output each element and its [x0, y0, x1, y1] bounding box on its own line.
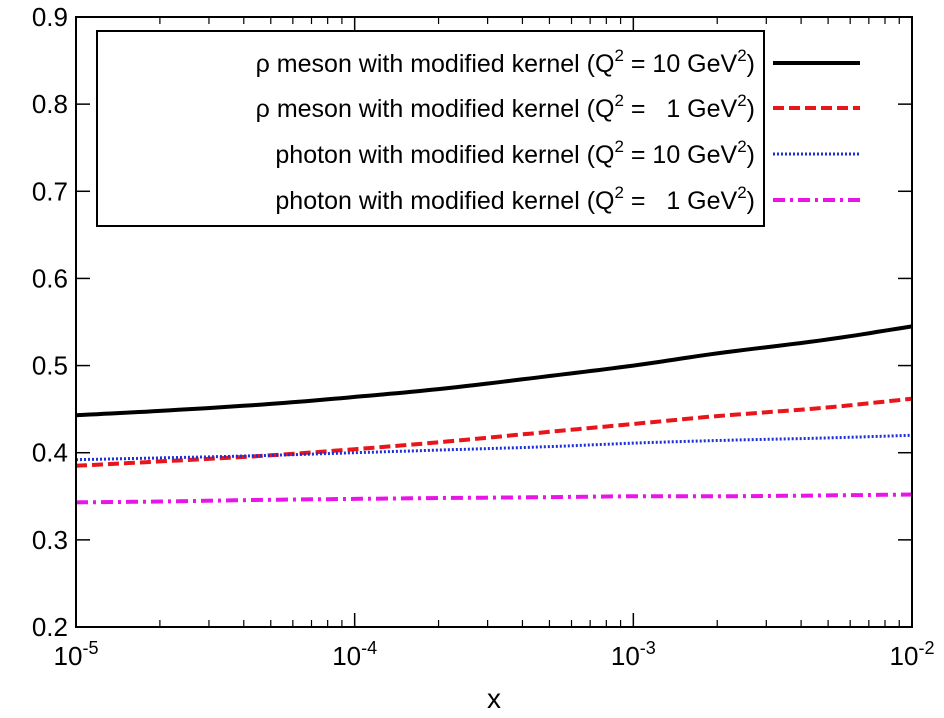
y-tick-label: 0.6: [32, 263, 68, 293]
legend-superscript: 2: [737, 91, 746, 110]
x-tick-label: 10-4: [332, 638, 377, 671]
x-tick-base: 10: [54, 641, 83, 671]
legend-label: photon with modified kernel (Q2 = 10 GeV…: [275, 137, 755, 169]
x-axis-title: x: [487, 683, 501, 714]
x-tick-base: 10: [890, 641, 919, 671]
legend-box: [96, 30, 765, 227]
legend-superscript: 2: [614, 46, 623, 65]
legend-text: = 1 GeV: [624, 95, 738, 123]
legend-item-4: photon with modified kernel (Q2 = 1 GeV2…: [275, 183, 860, 215]
x-tick-base: 10: [332, 641, 361, 671]
legend-text: = 1 GeV: [624, 187, 738, 215]
series-layer: [75, 324, 913, 505]
x-tick-label: 10-5: [54, 638, 99, 671]
y-tick-label: 0.2: [32, 612, 68, 642]
series-line-2: [75, 396, 913, 468]
legend-text: ): [747, 95, 755, 123]
legend-superscript: 2: [737, 183, 746, 202]
legend-text: ): [747, 50, 755, 78]
labels-layer: 0.20.30.40.50.60.70.80.910-5 10-4 10-3 10-2: [32, 2, 935, 671]
series-line-1: [75, 324, 913, 418]
x-tick-exponent: -4: [361, 638, 377, 658]
legend-text: = 10 GeV: [624, 141, 738, 169]
y-tick-label: 0.4: [32, 438, 68, 468]
legend-superscript: 2: [737, 137, 746, 156]
legend: ρ meson with modified kernel (Q2 = 10 Ge…: [96, 30, 860, 227]
series-line-4: [75, 492, 913, 505]
legend-label: ρ meson with modified kernel (Q2 = 1 GeV…: [256, 91, 755, 123]
y-tick-label: 0.5: [32, 351, 68, 381]
x-tick-label: 10-3: [611, 638, 656, 671]
x-tick-exponent: -2: [918, 638, 934, 658]
legend-superscript: 2: [614, 91, 623, 110]
y-tick-label: 0.8: [32, 89, 68, 119]
legend-text: ρ meson with modified kernel (Q: [256, 95, 615, 123]
legend-text: = 10 GeV: [624, 50, 738, 78]
legend-item-1: ρ meson with modified kernel (Q2 = 10 Ge…: [256, 46, 860, 78]
legend-item-3: photon with modified kernel (Q2 = 10 GeV…: [275, 137, 860, 169]
x-tick-exponent: -5: [82, 638, 98, 658]
plot-frame: [75, 16, 913, 628]
legend-superscript: 2: [737, 46, 746, 65]
legend-text: photon with modified kernel (Q: [275, 187, 614, 215]
y-tick-label: 0.3: [32, 525, 68, 555]
y-tick-label: 0.9: [32, 2, 68, 32]
legend-items: ρ meson with modified kernel (Q2 = 10 Ge…: [256, 46, 860, 215]
series-line-3: [75, 433, 913, 462]
ticks-layer: [75, 16, 913, 628]
x-tick-base: 10: [611, 641, 640, 671]
y-tick-label: 0.7: [32, 176, 68, 206]
legend-superscript: 2: [614, 137, 623, 156]
legend-text: ): [747, 141, 755, 169]
legend-item-2: ρ meson with modified kernel (Q2 = 1 GeV…: [256, 91, 860, 123]
legend-text: ρ meson with modified kernel (Q: [256, 50, 615, 78]
x-tick-label: 10-2: [890, 638, 935, 671]
x-tick-exponent: -3: [640, 638, 656, 658]
legend-text: ): [747, 187, 755, 215]
legend-superscript: 2: [614, 183, 623, 202]
legend-text: photon with modified kernel (Q: [275, 141, 614, 169]
legend-label: ρ meson with modified kernel (Q2 = 10 Ge…: [256, 46, 755, 78]
legend-label: photon with modified kernel (Q2 = 1 GeV2…: [275, 183, 755, 215]
